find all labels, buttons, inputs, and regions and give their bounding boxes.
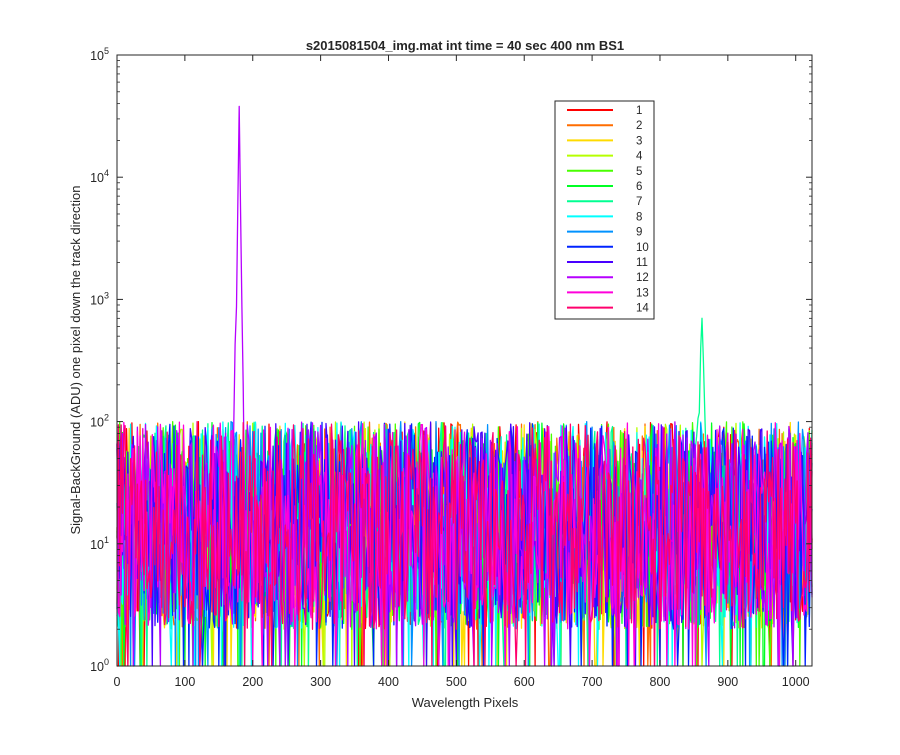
x-tick-label: 500 bbox=[446, 675, 467, 689]
y-axis-label: Signal-BackGround (ADU) one pixel down t… bbox=[68, 185, 83, 534]
x-axis-ticks: 0 100 200 300 400 500 600 700 800 900 1000 bbox=[114, 55, 810, 689]
series-line-12 bbox=[116, 105, 813, 667]
legend-label-10: 10 bbox=[636, 242, 649, 254]
legend-label-14: 14 bbox=[636, 303, 649, 315]
x-tick-label: 0 bbox=[114, 675, 121, 689]
x-tick-label: 600 bbox=[514, 675, 535, 689]
legend-label-13: 13 bbox=[636, 287, 649, 299]
x-tick-label: 100 bbox=[174, 675, 195, 689]
x-axis-label: Wavelength Pixels bbox=[412, 695, 519, 710]
legend-label-6: 6 bbox=[636, 181, 642, 193]
legend-label-4: 4 bbox=[636, 151, 643, 163]
y-tick-label: 100 bbox=[90, 657, 109, 674]
chart-title: s2015081504_img.mat int time = 40 sec 40… bbox=[306, 38, 624, 53]
legend-label-3: 3 bbox=[636, 135, 642, 147]
x-tick-label: 900 bbox=[717, 675, 738, 689]
series-layer bbox=[116, 105, 813, 667]
x-tick-label: 400 bbox=[378, 675, 399, 689]
series-line-13 bbox=[116, 421, 813, 667]
legend-label-5: 5 bbox=[636, 166, 642, 178]
legend-label-7: 7 bbox=[636, 196, 642, 208]
x-tick-label: 800 bbox=[650, 675, 671, 689]
x-tick-label: 700 bbox=[582, 675, 603, 689]
series-line-14 bbox=[116, 421, 813, 667]
legend-label-12: 12 bbox=[636, 272, 649, 284]
y-tick-label: 102 bbox=[90, 413, 109, 430]
legend-label-8: 8 bbox=[636, 211, 642, 223]
y-tick-label: 103 bbox=[90, 290, 109, 307]
y-tick-label: 101 bbox=[90, 535, 109, 552]
axes-box bbox=[116, 54, 813, 667]
x-tick-label: 200 bbox=[242, 675, 263, 689]
legend-label-9: 9 bbox=[636, 227, 642, 239]
legend-label-2: 2 bbox=[636, 120, 642, 132]
legend-box bbox=[554, 100, 655, 320]
x-tick-label: 1000 bbox=[782, 675, 810, 689]
x-tick-label: 300 bbox=[310, 675, 331, 689]
y-tick-label: 105 bbox=[90, 46, 109, 63]
legend-label-1: 1 bbox=[636, 105, 642, 117]
legend-label-11: 11 bbox=[636, 257, 648, 269]
y-tick-label: 104 bbox=[90, 168, 109, 185]
